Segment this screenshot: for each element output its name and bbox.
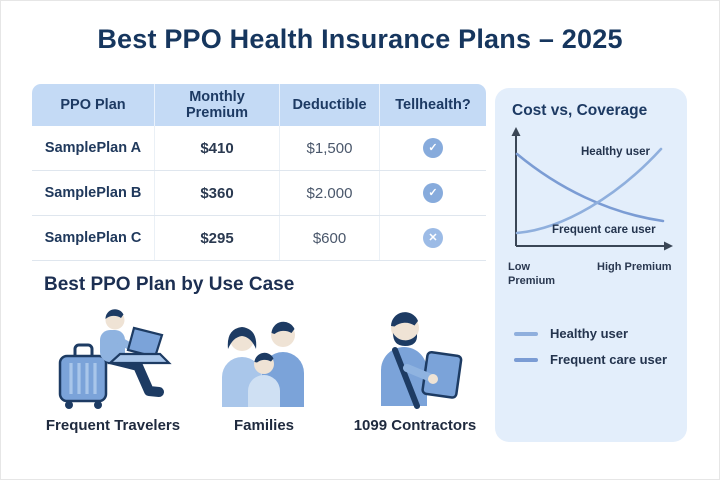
healthy-line-swatch-icon xyxy=(514,331,538,336)
legend-item-healthy: Healthy user xyxy=(514,326,667,341)
column-header-premium: Monthly Premium xyxy=(155,84,280,126)
x-axis-high-label: High Premium xyxy=(597,261,672,273)
column-header-deductible: Deductible xyxy=(280,84,380,126)
telehealth-check-icon: ✓ xyxy=(423,183,443,203)
column-header-telehealth: Tellhealth? xyxy=(395,96,471,113)
premium-value: $360 xyxy=(155,171,280,215)
table-row: SamplePlan B $360 $2.000 ✓ xyxy=(32,171,486,216)
plan-name: SamplePlan B xyxy=(32,171,155,215)
deductible-value: $600 xyxy=(280,216,380,260)
deductible-value: $1,500 xyxy=(280,126,380,170)
frequent-care-user-curve xyxy=(515,152,665,223)
plan-name: SamplePlan C xyxy=(32,216,155,260)
plan-comparison-table: PPO Plan Monthly Premium Deductible Tell… xyxy=(32,84,486,261)
table-header-row: PPO Plan Monthly Premium Deductible Tell… xyxy=(32,84,486,126)
telehealth-x-icon: ✕ xyxy=(423,228,443,248)
table-row: SamplePlan A $410 $1,500 ✓ xyxy=(32,126,486,171)
frequent-line-swatch-icon xyxy=(514,357,538,362)
contractor-with-tablet-icon xyxy=(381,312,463,409)
x-axis-low-label: Low Premium xyxy=(508,261,556,288)
use-case-heading: Best PPO Plan by Use Case xyxy=(44,274,295,295)
premium-value: $295 xyxy=(155,216,280,260)
chart-legend: Healthy user Frequent care user xyxy=(514,326,667,378)
chart-title: Cost vs, Coverage xyxy=(512,102,648,119)
use-case-label-families: Families xyxy=(233,417,295,434)
column-header-ppo-plan: PPO Plan xyxy=(32,84,155,126)
legend-item-frequent: Frequent care user xyxy=(514,352,667,367)
traveler-on-suitcase-with-laptop-icon xyxy=(58,309,172,409)
family-icon xyxy=(222,321,304,407)
healthy-user-curve-label: Healthy user xyxy=(581,146,651,158)
cost-coverage-line-chart xyxy=(511,127,673,251)
legend-label: Frequent care user xyxy=(550,352,668,367)
page-title: Best PPO Health Insurance Plans – 2025 xyxy=(97,24,623,54)
cost-vs-coverage-panel: Cost vs, Coverage Healthy user Frequent … xyxy=(495,88,687,442)
healthy-user-curve xyxy=(515,147,663,235)
telehealth-check-icon: ✓ xyxy=(423,138,443,158)
plan-name: SamplePlan A xyxy=(32,126,155,170)
use-case-label-1099-contractors: 1099 Contractors xyxy=(353,417,477,434)
premium-value: $410 xyxy=(155,126,280,170)
legend-label: Healthy user xyxy=(550,326,629,341)
frequent-care-user-curve-label: Frequent care user xyxy=(552,224,656,236)
deductible-value: $2.000 xyxy=(280,171,380,215)
table-row: SamplePlan C $295 $600 ✕ xyxy=(32,216,486,261)
use-case-label-frequent-travelers: Frequent Travelers xyxy=(45,417,181,434)
